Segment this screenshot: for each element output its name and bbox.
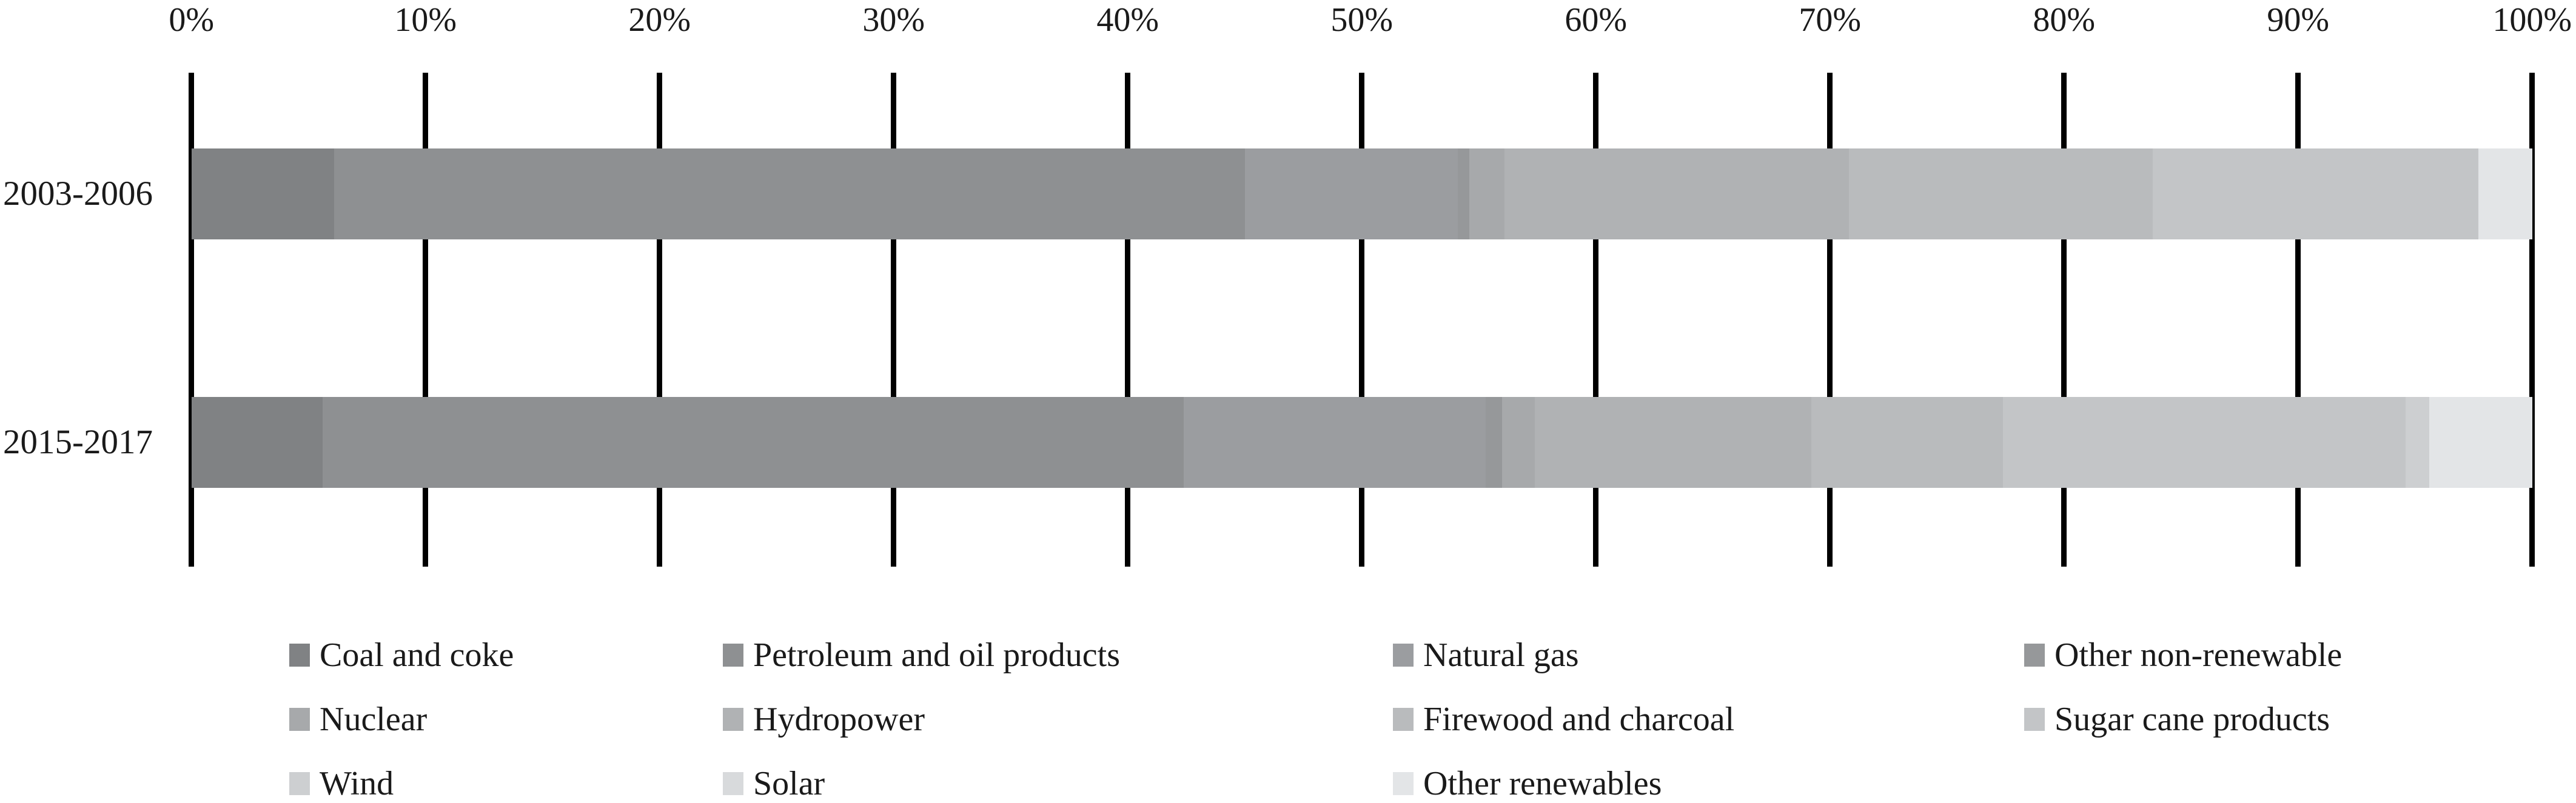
legend-item-sugar-cane-products: Sugar cane products [2024,698,2330,741]
bar-segment-petroleum-and-oil-products [322,397,1184,488]
vertical-gridline [2061,73,2067,567]
bar-segment-sugar-cane-products [2003,397,2406,488]
legend-item-natural-gas: Natural gas [1393,634,1579,676]
legend-label: Sugar cane products [2054,701,2330,738]
legend-swatch-icon [1393,772,1414,795]
x-axis-tick-label: 50% [1330,1,1394,39]
bar-segment-firewood-and-charcoal [1848,148,2153,239]
x-axis-tick-label: 10% [394,1,457,39]
x-axis-tick-label: 100% [2492,1,2572,39]
legend-item-firewood-and-charcoal: Firewood and charcoal [1393,698,1734,741]
legend-swatch-icon [289,644,310,667]
legend-item-other-non-renewable: Other non-renewable [2024,634,2342,676]
bar-segment-other-renewables [2478,148,2532,239]
stacked-bar-2003-2006 [191,148,2532,239]
stacked-bar-2015-2017 [191,397,2532,488]
bar-segment-other-non-renewable [1457,148,1470,239]
bar-segment-firewood-and-charcoal [1811,397,2004,488]
vertical-gridline [189,73,195,567]
legend-item-solar: Solar [723,762,825,803]
legend-label: Coal and coke [320,636,514,674]
vertical-gridline [2529,73,2535,567]
x-axis-tick-label: 20% [628,1,691,39]
x-axis-tick-label: 80% [2033,1,2096,39]
bar-segment-nuclear [1469,148,1505,239]
bar-segment-sugar-cane-products [2153,148,2478,239]
bar-segment-hydropower [1535,397,1811,488]
legend-label: Other renewables [1423,765,1662,802]
bar-segment-other-renewables [2429,397,2532,488]
legend-item-petroleum-and-oil-products: Petroleum and oil products [723,634,1120,676]
legend-item-coal-and-coke: Coal and coke [289,634,514,676]
legend-label: Wind [320,765,394,802]
bar-segment-coal-and-coke [191,148,335,239]
legend-label: Natural gas [1423,636,1579,674]
legend-swatch-icon [2024,708,2045,731]
legend-label: Nuclear [320,701,428,738]
vertical-gridline [1359,73,1365,567]
legend-swatch-icon [2024,644,2045,667]
vertical-gridline [2295,73,2301,567]
vertical-gridline [423,73,429,567]
legend-swatch-icon [723,708,743,731]
bar-segment-wind [2406,397,2429,488]
legend-swatch-icon [723,644,743,667]
vertical-gridline [1593,73,1599,567]
legend-swatch-icon [1393,644,1414,667]
x-axis-tick-label: 40% [1096,1,1159,39]
legend-swatch-icon [1393,708,1414,731]
legend-label: Other non-renewable [2054,636,2343,674]
bar-segment-nuclear [1502,397,1535,488]
bar-segment-hydropower [1504,148,1849,239]
x-axis-tick-label: 0% [169,1,215,39]
legend-label: Firewood and charcoal [1423,701,1735,738]
legend-item-hydropower: Hydropower [723,698,925,741]
x-axis-tick-label: 70% [1799,1,1862,39]
legend-item-nuclear: Nuclear [289,698,427,741]
bar-segment-coal-and-coke [191,397,323,488]
legend-swatch-icon [289,708,310,731]
vertical-gridline [1125,73,1131,567]
vertical-gridline [1827,73,1833,567]
legend-item-other-renewables: Other renewables [1393,762,1662,803]
bar-segment-natural-gas [1184,397,1486,488]
vertical-gridline [891,73,897,567]
bar-segment-natural-gas [1244,148,1458,239]
category-label: 2015-2017 [3,423,153,461]
legend-label: Petroleum and oil products [753,636,1121,674]
legend-label: Solar [753,765,825,802]
legend-swatch-icon [289,772,310,795]
bar-segment-petroleum-and-oil-products [334,148,1245,239]
vertical-gridline [657,73,663,567]
x-axis-tick-label: 90% [2267,1,2330,39]
category-label: 2003-2006 [3,175,153,213]
bar-segment-other-non-renewable [1486,397,1503,488]
x-axis-tick-label: 30% [862,1,925,39]
x-axis-tick-label: 60% [1565,1,1628,39]
legend-item-wind: Wind [289,762,394,803]
legend-swatch-icon [723,772,743,795]
legend-label: Hydropower [753,701,925,738]
